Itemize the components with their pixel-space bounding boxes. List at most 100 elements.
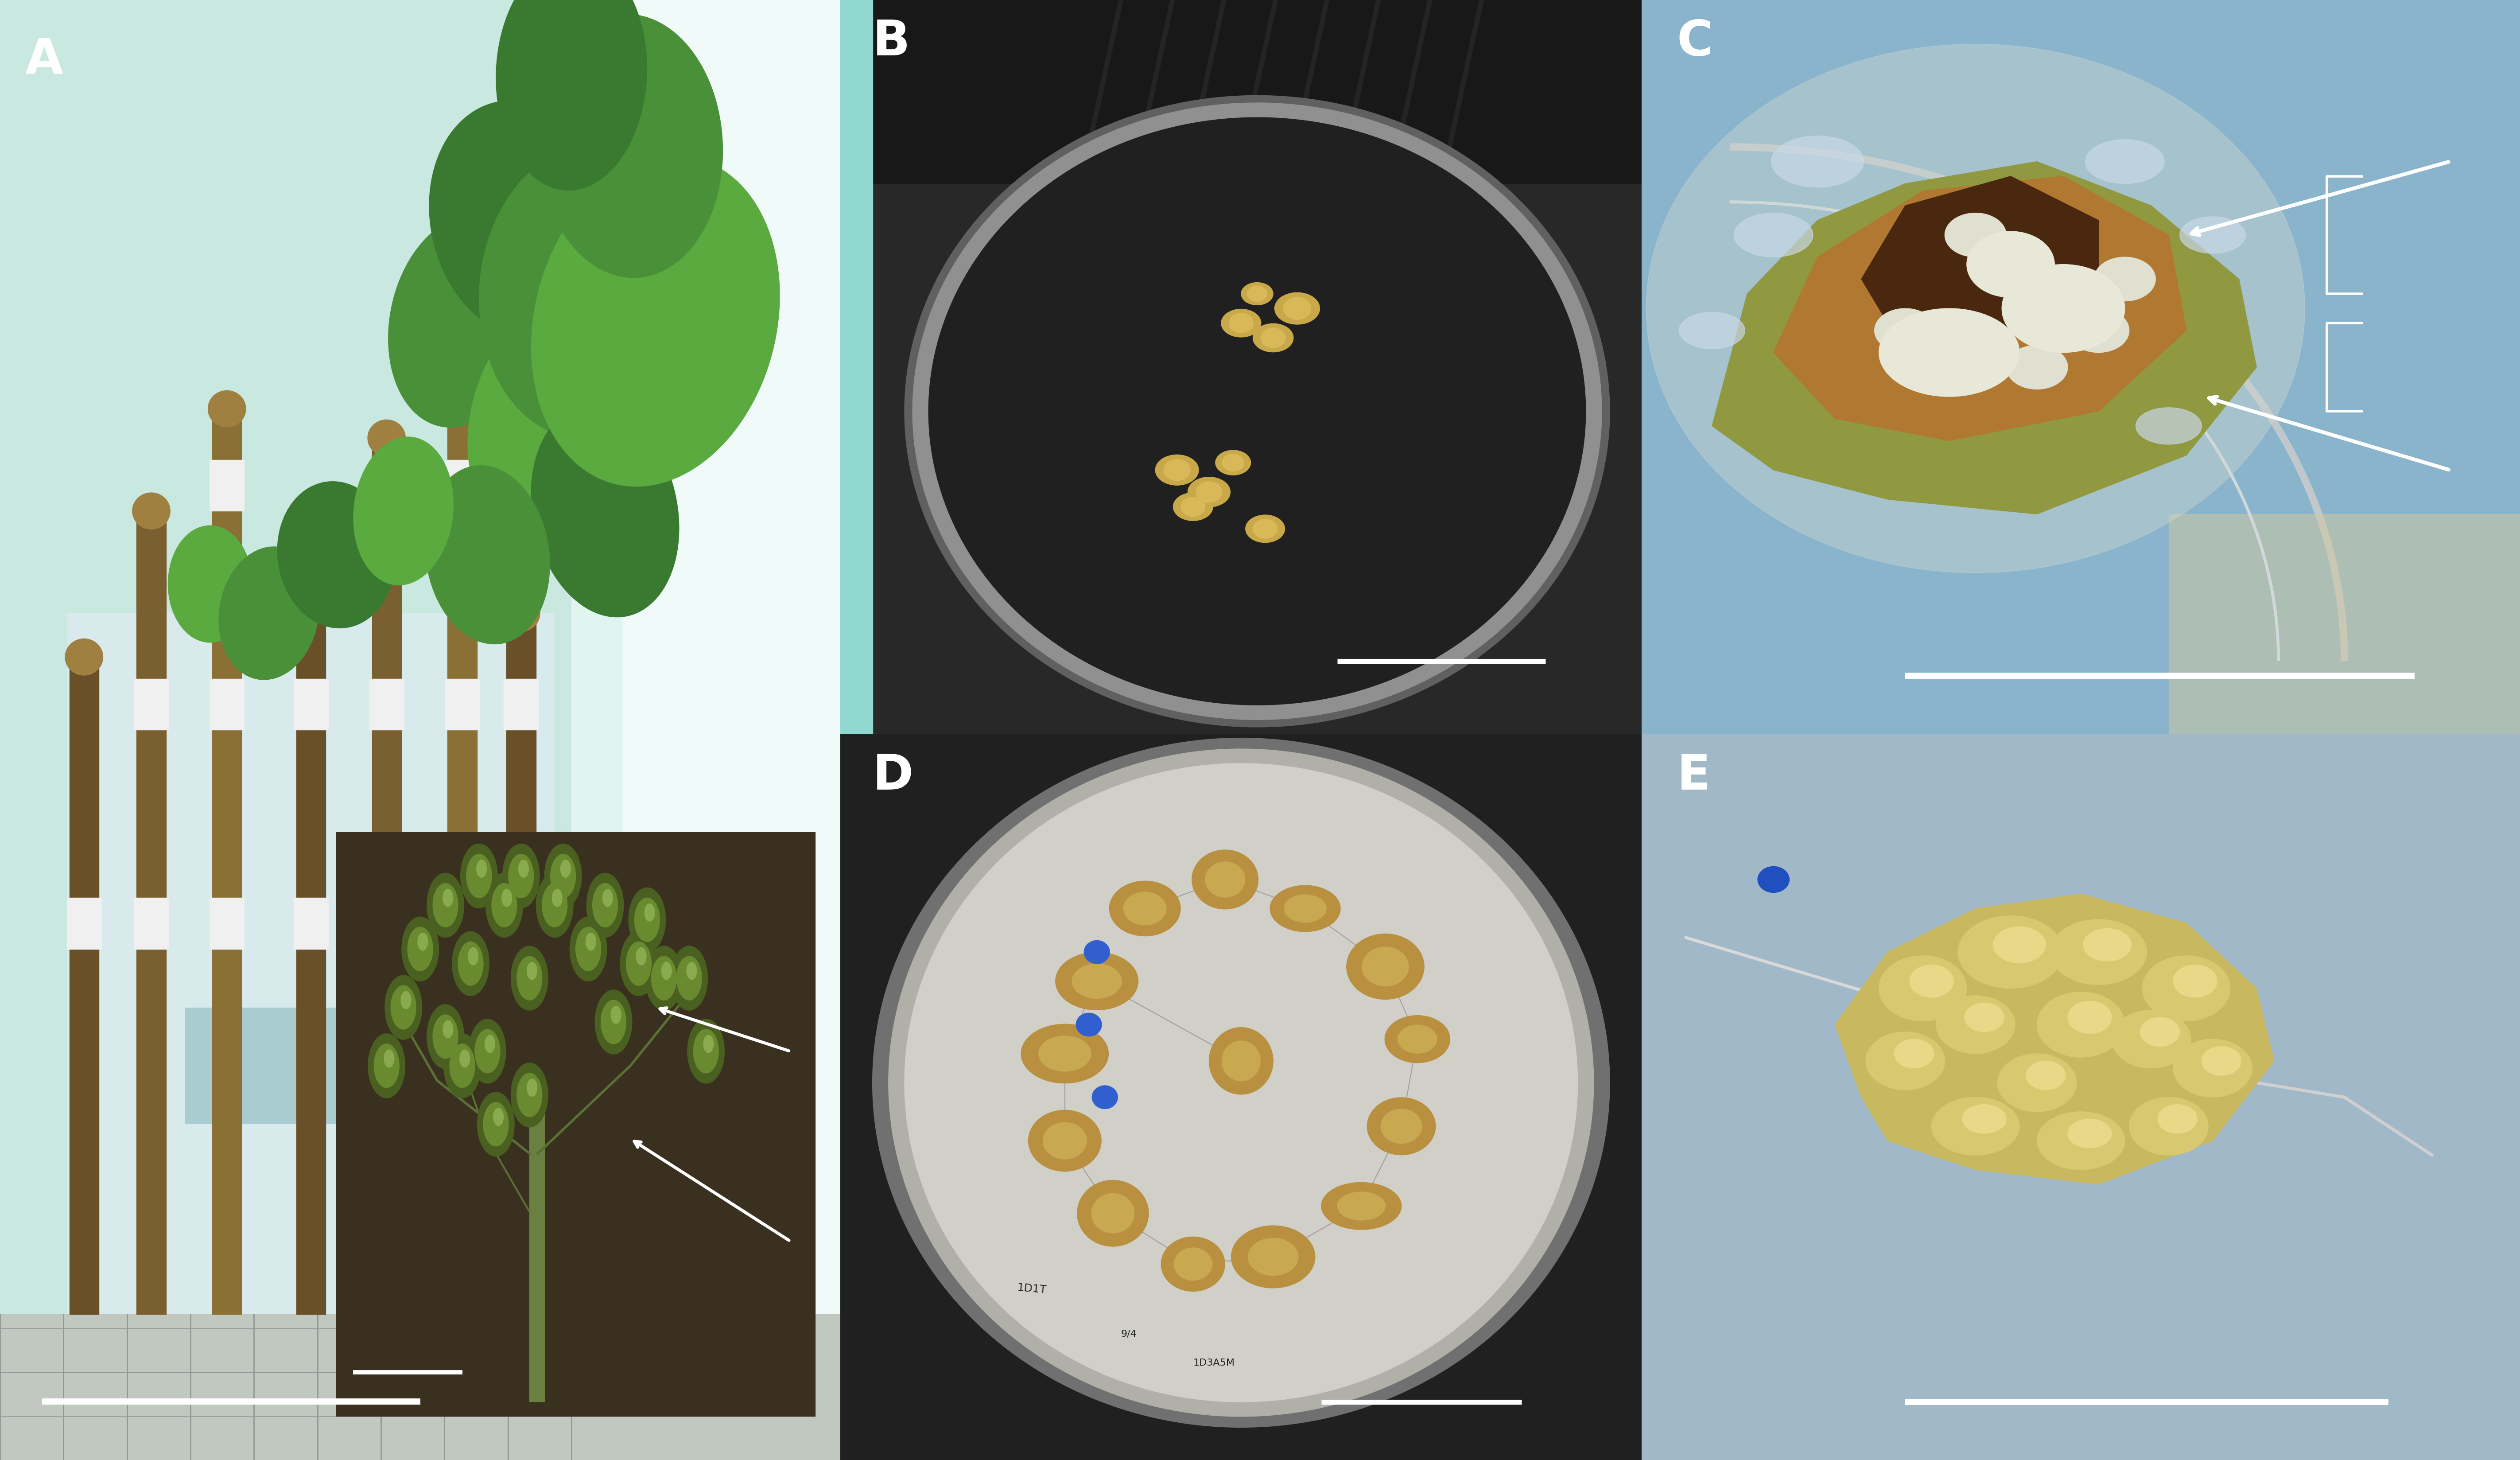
- Circle shape: [444, 1034, 481, 1098]
- Circle shape: [552, 889, 562, 907]
- Ellipse shape: [1366, 1095, 1436, 1156]
- Ellipse shape: [1935, 996, 2016, 1054]
- Ellipse shape: [1094, 1193, 1134, 1234]
- Ellipse shape: [1197, 483, 1220, 501]
- Circle shape: [1076, 1013, 1101, 1037]
- Ellipse shape: [1734, 213, 1812, 257]
- Text: D: D: [872, 752, 912, 800]
- Ellipse shape: [1678, 312, 1744, 349]
- Ellipse shape: [1194, 850, 1255, 910]
- Ellipse shape: [1222, 453, 1245, 473]
- Circle shape: [625, 942, 650, 986]
- Ellipse shape: [1235, 279, 1278, 310]
- Bar: [504, 898, 539, 949]
- Circle shape: [1091, 1086, 1119, 1108]
- Ellipse shape: [444, 304, 481, 340]
- Ellipse shape: [1162, 458, 1192, 482]
- Circle shape: [527, 1079, 537, 1096]
- Ellipse shape: [388, 215, 537, 428]
- Ellipse shape: [1255, 1238, 1293, 1275]
- Circle shape: [401, 991, 411, 1009]
- Ellipse shape: [1041, 1124, 1089, 1156]
- Circle shape: [433, 883, 459, 927]
- Circle shape: [592, 883, 617, 927]
- Text: A: A: [25, 36, 63, 83]
- Ellipse shape: [532, 404, 678, 618]
- Ellipse shape: [428, 101, 612, 337]
- Bar: [446, 460, 479, 511]
- Ellipse shape: [1101, 876, 1187, 940]
- Bar: [184, 1007, 353, 1124]
- Bar: [68, 898, 101, 949]
- Ellipse shape: [479, 146, 698, 438]
- Ellipse shape: [2137, 407, 2202, 444]
- Circle shape: [426, 873, 464, 937]
- Circle shape: [1759, 866, 1789, 892]
- Ellipse shape: [2139, 1018, 2180, 1047]
- Ellipse shape: [1283, 298, 1313, 320]
- Ellipse shape: [2172, 965, 2218, 997]
- Ellipse shape: [2036, 1111, 2124, 1169]
- Circle shape: [501, 889, 512, 907]
- Polygon shape: [1711, 162, 2255, 514]
- Ellipse shape: [1215, 448, 1252, 476]
- Circle shape: [627, 888, 665, 952]
- Bar: [446, 679, 479, 730]
- Ellipse shape: [1895, 1040, 1933, 1069]
- Circle shape: [469, 948, 479, 965]
- Ellipse shape: [2202, 1047, 2240, 1076]
- Circle shape: [512, 946, 547, 1010]
- Circle shape: [587, 873, 622, 937]
- Ellipse shape: [2094, 257, 2155, 301]
- Ellipse shape: [1875, 308, 1935, 352]
- Circle shape: [620, 931, 658, 996]
- Circle shape: [660, 962, 670, 980]
- Circle shape: [519, 860, 529, 877]
- Polygon shape: [1862, 177, 2099, 337]
- Ellipse shape: [2069, 308, 2129, 352]
- Ellipse shape: [1263, 328, 1285, 346]
- Polygon shape: [1835, 894, 2273, 1184]
- Ellipse shape: [532, 156, 779, 486]
- Circle shape: [635, 948, 645, 965]
- Ellipse shape: [1154, 454, 1200, 486]
- Bar: [504, 679, 539, 730]
- Circle shape: [401, 917, 438, 981]
- Ellipse shape: [1164, 1232, 1222, 1296]
- Ellipse shape: [1958, 915, 2064, 988]
- Circle shape: [570, 917, 607, 981]
- Ellipse shape: [1966, 231, 2054, 298]
- Ellipse shape: [1910, 965, 1953, 997]
- Ellipse shape: [1353, 934, 1419, 999]
- Ellipse shape: [1993, 927, 2046, 964]
- Polygon shape: [1774, 177, 2187, 441]
- Bar: [136, 511, 166, 1314]
- Ellipse shape: [1323, 1178, 1399, 1234]
- Bar: [295, 679, 328, 730]
- Circle shape: [527, 962, 537, 980]
- Bar: [134, 898, 169, 949]
- Ellipse shape: [209, 391, 247, 428]
- Bar: [605, 0, 842, 1460]
- Ellipse shape: [1245, 514, 1285, 543]
- Circle shape: [391, 986, 416, 1029]
- Circle shape: [491, 883, 517, 927]
- Circle shape: [1084, 940, 1109, 964]
- Ellipse shape: [1230, 314, 1252, 331]
- Bar: [295, 898, 328, 949]
- Circle shape: [383, 1050, 393, 1067]
- Ellipse shape: [1056, 953, 1137, 1009]
- Circle shape: [575, 927, 600, 971]
- Ellipse shape: [1268, 885, 1343, 933]
- Ellipse shape: [1772, 136, 1862, 187]
- Ellipse shape: [169, 526, 252, 642]
- Bar: [209, 460, 244, 511]
- Bar: [842, 0, 1643, 184]
- Ellipse shape: [890, 749, 1593, 1416]
- Ellipse shape: [1210, 1037, 1273, 1085]
- Text: C: C: [1676, 19, 1714, 66]
- Ellipse shape: [1283, 894, 1328, 923]
- Circle shape: [512, 1063, 547, 1127]
- Ellipse shape: [1998, 1054, 2076, 1111]
- Circle shape: [549, 854, 575, 898]
